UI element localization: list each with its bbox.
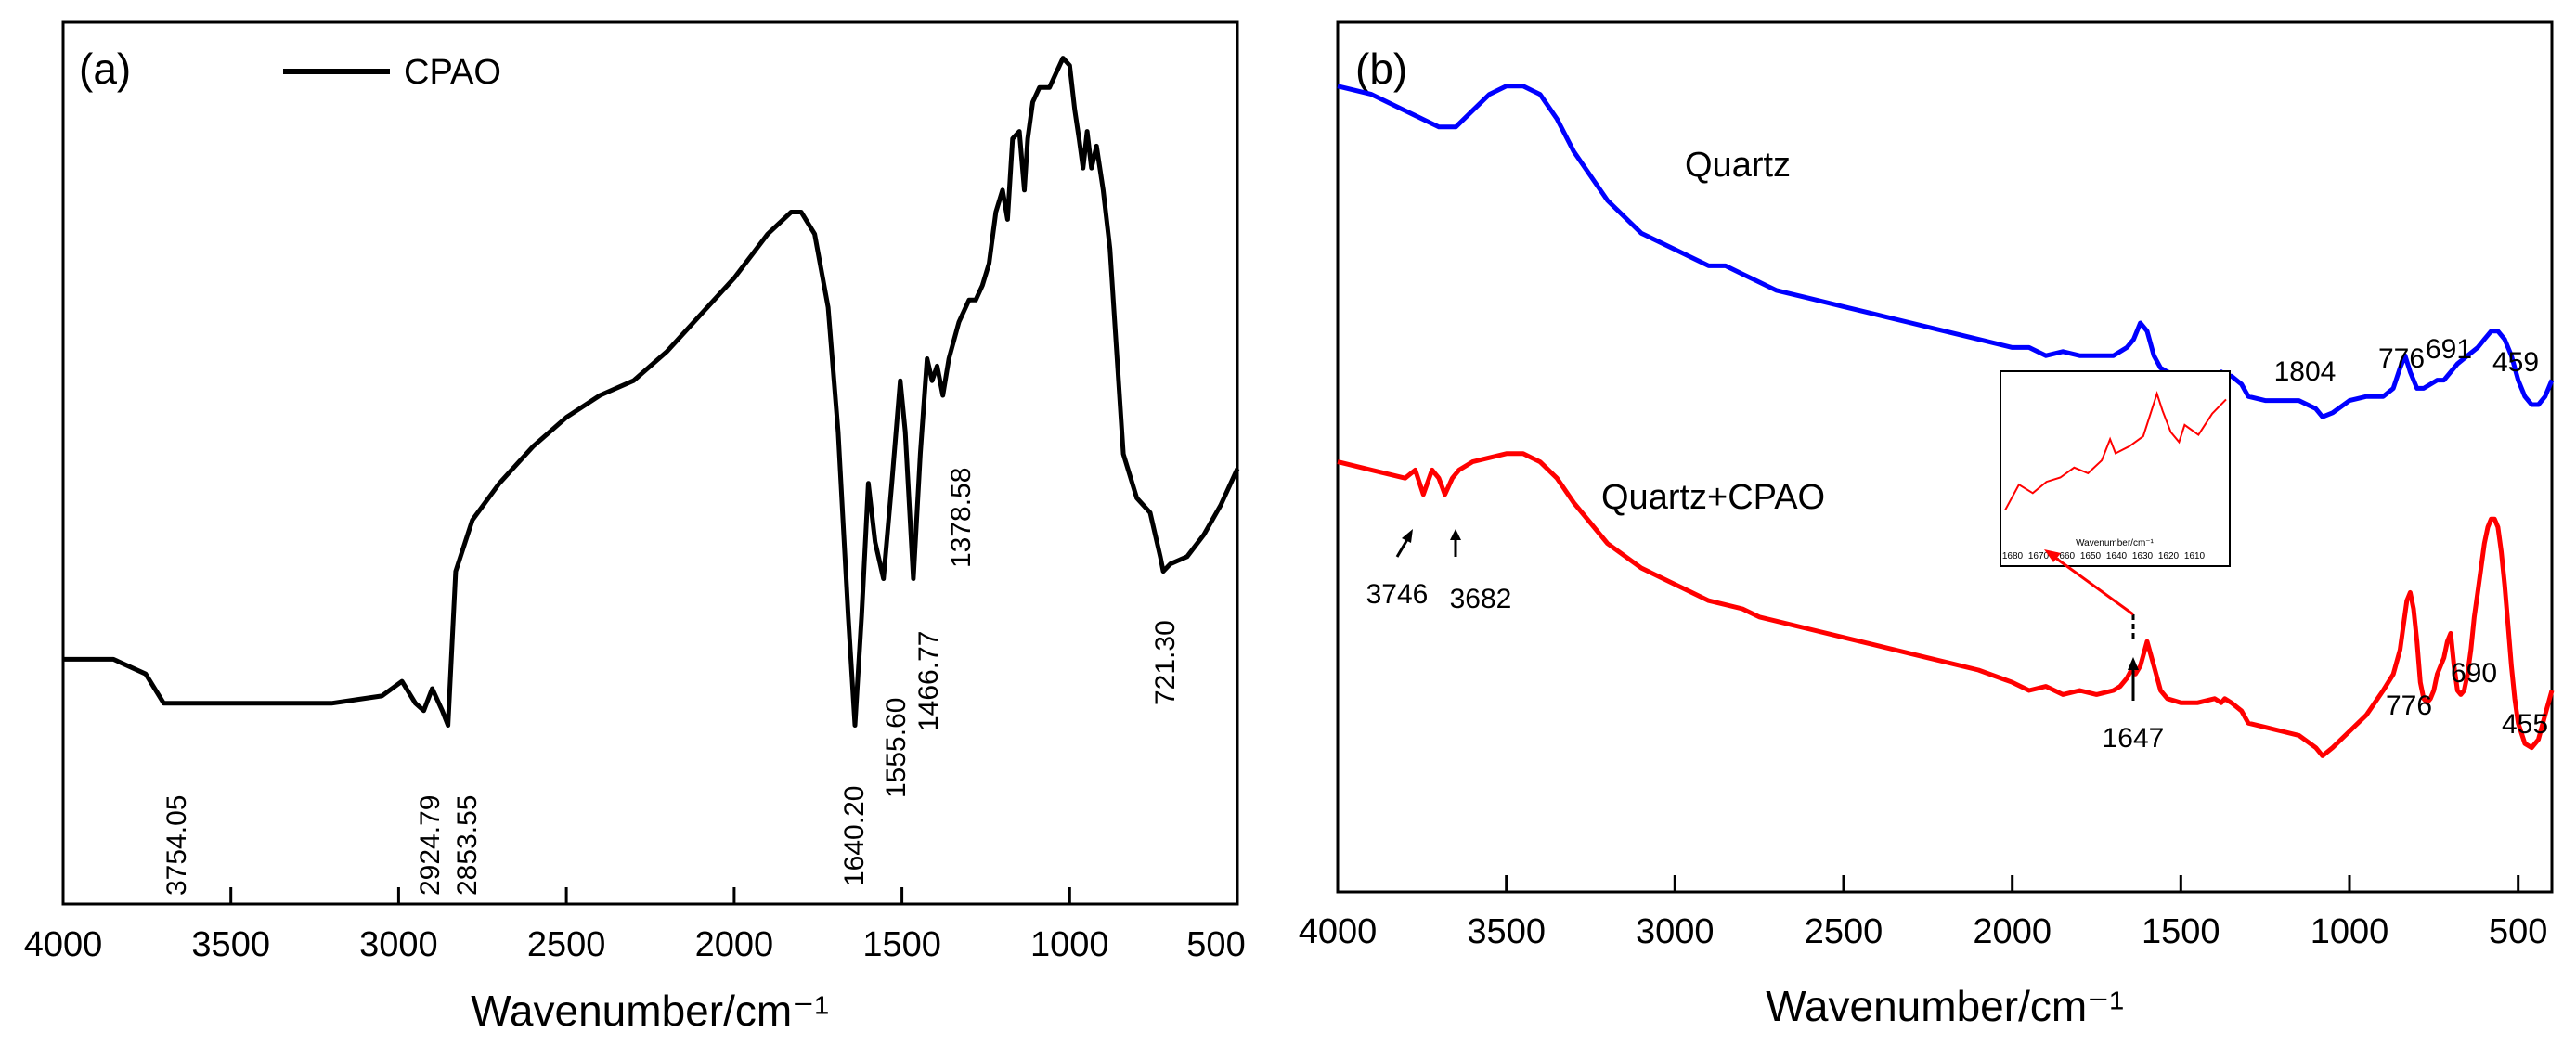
x-axis-title-b: Wavenumber/cm⁻¹ bbox=[1766, 982, 2124, 1030]
inset-tick-label: 1640 bbox=[2106, 551, 2128, 561]
series-line-cpao bbox=[63, 56, 1240, 728]
x-tick-label: 3500 bbox=[191, 925, 270, 964]
x-tick-label: 1000 bbox=[1030, 925, 1109, 964]
inset-tick-label: 1650 bbox=[2080, 551, 2102, 561]
peak-label: 3754.05 bbox=[162, 795, 192, 896]
peak-label: 2924.79 bbox=[415, 795, 446, 896]
panel-label-a: (a) bbox=[79, 45, 131, 93]
x-tick-label: 1500 bbox=[2142, 912, 2220, 951]
peak-label: 690 bbox=[2451, 658, 2497, 689]
inset-x-axis-title: Wavenumber/cm⁻¹ bbox=[2076, 538, 2154, 548]
inset-frame bbox=[2000, 370, 2231, 567]
peak-labels-cpao: 3746 3682 1647 776 690 455 bbox=[1366, 529, 2548, 754]
x-tick-label: 3500 bbox=[1467, 912, 1546, 951]
x-tick-label: 3000 bbox=[359, 925, 438, 964]
x-tick-label: 2000 bbox=[695, 925, 774, 964]
peak-label: 721.30 bbox=[1150, 620, 1181, 705]
arrow-head-icon bbox=[2044, 549, 2061, 562]
x-tick-label: 2500 bbox=[1805, 912, 1883, 951]
plot-frame-b bbox=[1336, 20, 2554, 894]
inset-tick-label: 1620 bbox=[2158, 551, 2180, 561]
peak-label: 1647 bbox=[2103, 723, 2165, 754]
panel-label-b: (b) bbox=[1355, 45, 1407, 93]
x-tick-label: 3000 bbox=[1636, 912, 1715, 951]
arrow-head-icon bbox=[1450, 529, 1461, 540]
peak-label: 691 bbox=[2426, 334, 2472, 365]
series-line-quartz-cpao bbox=[1337, 451, 2555, 758]
x-ticks-a: 4000 3500 3000 2500 2000 1500 1000 500 bbox=[24, 887, 1246, 964]
peak-label: 3682 bbox=[1450, 584, 1512, 614]
x-tick-label: 2500 bbox=[527, 925, 606, 964]
inset-series-line bbox=[2004, 390, 2227, 511]
peak-label: 3746 bbox=[1366, 579, 1429, 610]
peak-label: 1804 bbox=[2274, 356, 2337, 387]
x-tick-label: 1500 bbox=[862, 925, 941, 964]
x-tick-label: 1000 bbox=[2311, 912, 2389, 951]
series-group-a bbox=[63, 56, 1240, 728]
peak-label: 776 bbox=[2386, 690, 2432, 721]
legend-label-cpao: CPAO bbox=[404, 53, 501, 92]
x-axis-title-a: Wavenumber/cm⁻¹ bbox=[471, 987, 829, 1035]
x-tick-label: 500 bbox=[2489, 912, 2547, 951]
panel-b: (b) 4000 3500 3000 2500 2000 1500 1000 5… bbox=[1299, 20, 2555, 1030]
x-tick-label: 2000 bbox=[1973, 912, 2052, 951]
inset-tick-label: 1670 bbox=[2028, 551, 2050, 561]
peak-label: 1378.58 bbox=[946, 468, 977, 568]
peak-label: 776 bbox=[2378, 343, 2425, 374]
peak-label: 2853.55 bbox=[452, 795, 483, 896]
x-tick-label: 500 bbox=[1186, 925, 1245, 964]
peak-label: 1555.60 bbox=[881, 698, 912, 798]
series-label-quartz: Quartz bbox=[1685, 146, 1791, 185]
inset-tick-label: 1660 bbox=[2054, 551, 2076, 561]
x-tick-label: 4000 bbox=[24, 925, 103, 964]
inset-chart: 1680 1670 1660 1650 1640 1630 1620 1610 … bbox=[2000, 370, 2231, 616]
peak-label: 459 bbox=[2492, 347, 2539, 378]
inset-pointer-arrow bbox=[2051, 553, 2134, 616]
plot-frame-a bbox=[61, 20, 1239, 906]
series-group-b bbox=[1337, 84, 2555, 758]
x-ticks-b: 4000 3500 3000 2500 2000 1500 1000 500 bbox=[1299, 875, 2547, 951]
x-tick-label: 4000 bbox=[1299, 912, 1378, 951]
inset-tick-label: 1610 bbox=[2184, 551, 2206, 561]
arrow-head-icon bbox=[2128, 657, 2139, 670]
panel-a: (a) CPAO 4000 3500 3000 2500 2000 1500 1… bbox=[24, 20, 1246, 1035]
peak-labels-quartz: 1804 776 691 459 bbox=[2274, 334, 2539, 387]
peak-label: 1640.20 bbox=[839, 786, 870, 886]
legend-a: CPAO bbox=[283, 53, 501, 92]
peak-label: 455 bbox=[2502, 709, 2548, 740]
inset-ticks: 1680 1670 1660 1650 1640 1630 1620 1610 bbox=[2002, 551, 2206, 561]
series-label-quartz-cpao: Quartz+CPAO bbox=[1601, 478, 1825, 517]
peak-labels-a: 3754.05 2924.79 2853.55 1640.20 1555.60 … bbox=[162, 468, 1181, 896]
inset-tick-label: 1630 bbox=[2132, 551, 2154, 561]
series-line-quartz bbox=[1337, 84, 2555, 419]
arrow-head-icon bbox=[1402, 529, 1413, 543]
inset-tick-label: 1680 bbox=[2002, 551, 2024, 561]
peak-label: 1466.77 bbox=[913, 631, 944, 731]
